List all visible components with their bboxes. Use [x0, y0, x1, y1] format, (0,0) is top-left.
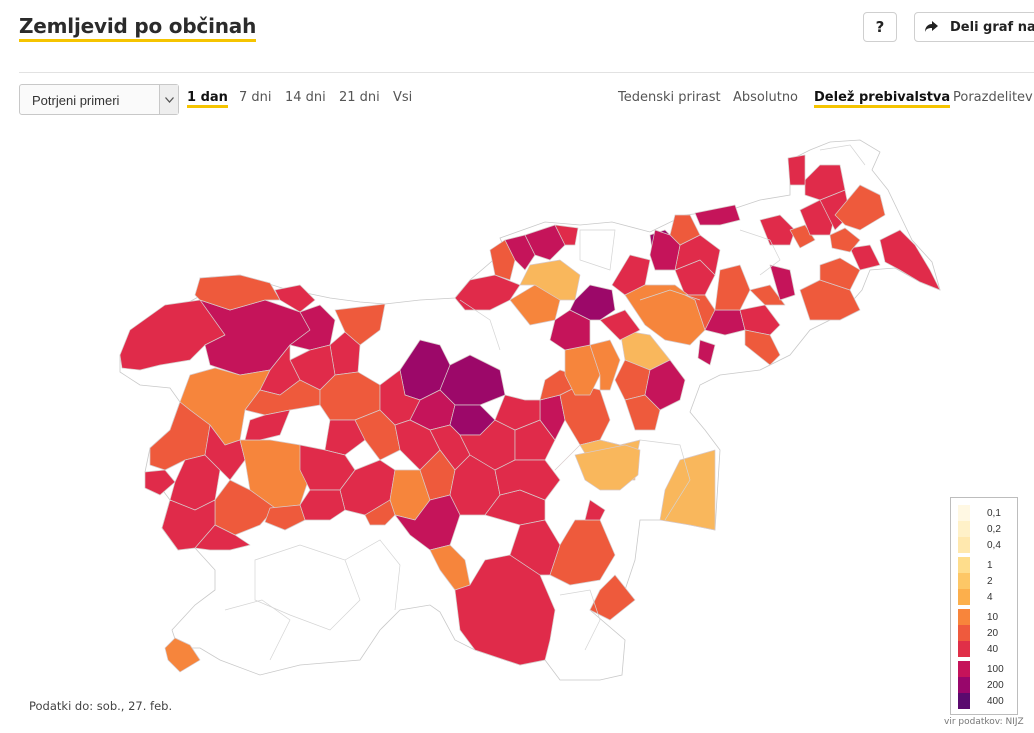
municipality-region[interactable]: [161, 499, 216, 551]
metric-distribution[interactable]: Porazdelitev: [953, 90, 1033, 105]
legend-swatch: [958, 537, 970, 553]
chevron-down-icon[interactable]: [159, 85, 178, 114]
municipality-region[interactable]: [554, 224, 579, 246]
legend-swatch: [958, 641, 970, 657]
municipality-borders: [224, 144, 866, 661]
legend-swatch: [958, 589, 970, 605]
municipality-region[interactable]: [714, 264, 751, 311]
legend-swatch: [958, 625, 970, 641]
municipality-region[interactable]: [524, 224, 566, 261]
municipality-region[interactable]: [611, 254, 651, 296]
range-1-day[interactable]: 1 dan: [187, 90, 228, 108]
municipality-region[interactable]: [194, 524, 251, 551]
municipality-region[interactable]: [509, 284, 561, 326]
municipality-region[interactable]: [164, 637, 201, 673]
municipality-region[interactable]: [787, 154, 806, 186]
municipality-region[interactable]: [744, 329, 781, 366]
legend-swatch: [958, 557, 970, 573]
municipality-region[interactable]: [504, 234, 536, 271]
legend-label: 1: [987, 560, 993, 571]
help-label: ?: [875, 18, 885, 36]
share-button[interactable]: Deli graf na: [914, 12, 1034, 42]
municipality-region[interactable]: [829, 227, 861, 253]
legend-label: 400: [987, 696, 1004, 707]
municipality-region[interactable]: [624, 394, 661, 431]
color-legend: 0,1 0,2 0,4 1 2 4 10 20 40 100 200 400: [950, 497, 1018, 715]
municipality-region[interactable]: [549, 519, 616, 586]
municipality-region[interactable]: [454, 274, 521, 311]
metric-weekly-growth[interactable]: Tedenski prirast: [618, 90, 721, 105]
measure-select-value: Potrjeni primeri: [32, 93, 120, 108]
municipality-region[interactable]: [519, 259, 581, 301]
municipality-region[interactable]: [589, 574, 636, 621]
data-source: vir podatkov: NIJZ: [944, 717, 1024, 727]
share-label: Deli graf na: [950, 19, 1034, 35]
municipality-region[interactable]: [759, 214, 796, 246]
municipality-region[interactable]: [749, 284, 786, 306]
legend-label: 4: [987, 592, 993, 603]
help-button[interactable]: ?: [863, 12, 897, 42]
legend-label: 100: [987, 664, 1004, 675]
range-all[interactable]: Vsi: [393, 90, 413, 105]
municipality-region[interactable]: [489, 239, 516, 281]
legend-swatch: [958, 693, 970, 709]
municipality-region[interactable]: [697, 339, 716, 366]
municipality-region[interactable]: [494, 459, 561, 501]
municipality-region[interactable]: [669, 214, 701, 246]
municipality-region[interactable]: [574, 444, 641, 491]
municipality-region[interactable]: [584, 499, 606, 521]
legend-label: 10: [987, 612, 999, 623]
legend-label: 0,2: [987, 524, 1001, 535]
range-21-days[interactable]: 21 dni: [339, 90, 380, 105]
municipality-region[interactable]: [394, 494, 461, 551]
legend-label: 20: [987, 628, 999, 639]
range-7-days[interactable]: 7 dni: [239, 90, 272, 105]
municipality-region[interactable]: [879, 229, 941, 291]
measure-select[interactable]: Potrjeni primeri: [19, 84, 179, 115]
municipality-region[interactable]: [694, 204, 741, 226]
legend-swatch: [958, 661, 970, 677]
legend-swatch: [958, 505, 970, 521]
municipality-region[interactable]: [804, 164, 846, 201]
legend-label: 40: [987, 644, 999, 655]
share-arrow-icon: [925, 21, 938, 32]
page-title: Zemljevid po občinah: [19, 14, 256, 42]
municipality-region[interactable]: [769, 264, 796, 301]
range-14-days[interactable]: 14 dni: [285, 90, 326, 105]
municipality-region[interactable]: [849, 244, 881, 271]
municipality-region[interactable]: [589, 339, 621, 391]
legend-label: 0,4: [987, 540, 1001, 551]
legend-swatch: [958, 609, 970, 625]
municipality-region[interactable]: [659, 449, 716, 531]
municipality-region[interactable]: [274, 284, 316, 313]
metric-population-share[interactable]: Delež prebivalstva: [814, 90, 951, 108]
municipality-regions: [119, 154, 941, 673]
municipality-region[interactable]: [244, 409, 291, 441]
municipality-region[interactable]: [739, 304, 781, 336]
municipality-region[interactable]: [364, 499, 396, 526]
legend-label: 0,1: [987, 508, 1001, 519]
municipality-region[interactable]: [379, 369, 421, 426]
municipality-region[interactable]: [569, 284, 616, 321]
legend-swatch: [958, 573, 970, 589]
header-divider: [19, 72, 1034, 73]
municipality-region[interactable]: [599, 309, 641, 341]
municipality-region[interactable]: [834, 184, 886, 231]
municipality-region[interactable]: [324, 419, 366, 456]
legend-label: 200: [987, 680, 1004, 691]
municipality-region[interactable]: [264, 504, 306, 531]
legend-swatch: [958, 677, 970, 693]
municipality-region[interactable]: [819, 257, 861, 291]
legend-swatch: [958, 521, 970, 537]
municipality-region[interactable]: [649, 229, 681, 271]
municipality-region[interactable]: [144, 469, 176, 496]
municipality-region[interactable]: [334, 303, 386, 346]
data-date: Podatki do: sob., 27. feb.: [29, 699, 173, 713]
legend-label: 2: [987, 576, 993, 587]
municipality-region[interactable]: [454, 554, 556, 666]
metric-absolute[interactable]: Absolutno: [733, 90, 799, 105]
